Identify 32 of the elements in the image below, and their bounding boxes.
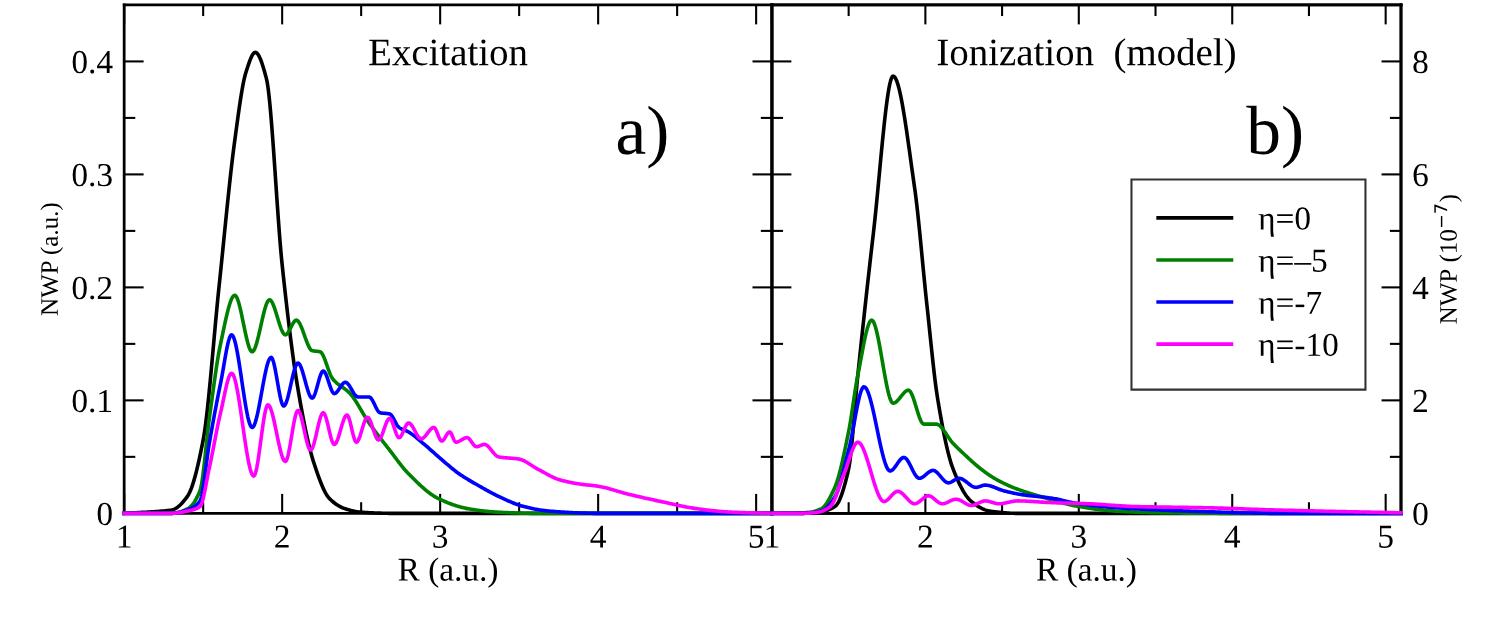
x-tick-label: 2 (275, 525, 289, 548)
annotation: a) (617, 105, 667, 169)
y2-tick-label: 4 (1412, 277, 1429, 299)
y2-tick-label: 0 (1413, 502, 1428, 526)
x-axis-title: R (a.u.) (1036, 557, 1136, 588)
annotation: b) (1246, 105, 1302, 169)
y-tick-label: 0 (97, 502, 112, 526)
annotation: Excitation (369, 39, 528, 66)
x-tick-label: 1 (766, 525, 779, 548)
x-tick-label: 4 (1224, 525, 1241, 548)
y2-tick-label: 6 (1413, 163, 1428, 187)
x-tick-label: 3 (433, 525, 448, 548)
legend-label: η=-7 (1258, 291, 1322, 321)
y2-axis-title: NWP (10$^{−7}$) (1434, 195, 1462, 324)
x-tick-label: 4 (590, 525, 606, 548)
x-tick-label: 1 (118, 525, 131, 548)
legend-label: η=-10 (1258, 333, 1338, 363)
y-tick-label: 0.1 (72, 389, 112, 413)
y2-tick-label: 8 (1413, 50, 1428, 74)
annotation: Ionization (model) (937, 38, 1235, 74)
legend-label: η=–5 (1258, 249, 1327, 279)
x-tick-label: 3 (1072, 525, 1086, 548)
y-tick-label: 0.2 (72, 276, 112, 300)
x-axis-title: R (a.u.) (398, 557, 498, 588)
x-tick-label: 2 (918, 525, 932, 548)
x-tick-label: 5 (1379, 525, 1393, 548)
y-tick-label: 0.3 (72, 163, 112, 187)
x-tick-label: 5 (749, 525, 764, 548)
y-tick-label: 0.4 (72, 50, 113, 74)
legend-label: η=0 (1258, 207, 1310, 237)
y-axis-title: NWP (a.u.) (40, 203, 64, 316)
y2-tick-label: 2 (1413, 389, 1427, 412)
